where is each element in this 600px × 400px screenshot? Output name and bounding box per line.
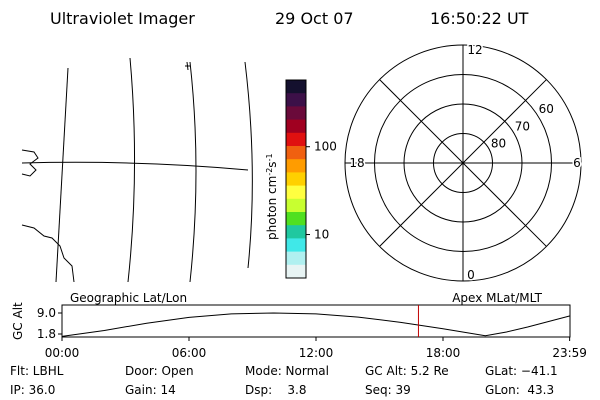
map [21, 57, 253, 283]
color-band [286, 106, 306, 121]
mlt-label: 6 [573, 156, 581, 170]
meridian [379, 79, 547, 247]
unit: photon cm [265, 176, 279, 240]
color-band [286, 146, 306, 160]
lat-label: 80 [491, 137, 506, 151]
status-field: GLon: 43.3 [485, 383, 554, 397]
colorbar: 10 100 [285, 79, 337, 279]
altitude-line [61, 312, 571, 337]
color-band [286, 172, 306, 187]
lat-label: 60 [539, 102, 554, 116]
left-label: Geographic Lat/Lon [70, 291, 187, 305]
x-tick-label: 06:00 [172, 346, 207, 360]
x-tick-label: 12:00 [299, 346, 334, 360]
color-band [286, 132, 306, 147]
color-band [286, 80, 306, 94]
y-tick-label: 9.0 [37, 306, 56, 320]
plot-frame [61, 304, 571, 338]
exponent: -1 [265, 153, 274, 161]
color-band [286, 238, 306, 253]
color-band [286, 119, 306, 134]
color-band [286, 159, 306, 173]
status-field: Door: Open [125, 364, 194, 378]
status-field: Mode: Normal [245, 364, 329, 378]
title: Ultraviolet Imager [50, 9, 195, 28]
x-tick-label: 23:59 [552, 346, 587, 360]
x-tick-label: 18:00 [426, 346, 461, 360]
status-field: Dsp: 3.8 [245, 383, 307, 397]
color-band [286, 225, 306, 239]
status-field: Flt: LBHL [10, 364, 64, 378]
lat-label: 70 [515, 119, 530, 133]
date: 29 Oct 07 [275, 9, 354, 28]
unit: s [265, 161, 279, 167]
status-field: Gain: 14 [125, 383, 176, 397]
status-field: GC Alt: 5.2 Re [365, 364, 449, 378]
y-axis-label: GC Alt [11, 302, 25, 340]
y-tick-label: 1.8 [37, 327, 56, 341]
status-footer: Flt: LBHL Door: Open Mode: Normal GC Alt: 5… [10, 364, 558, 397]
mlt-label: 18 [349, 156, 364, 170]
color-band [286, 212, 306, 226]
status-field: Seq: 39 [365, 383, 411, 397]
colorbar-label: photon cm-2s-1 [265, 153, 279, 240]
mlt-label: 12 [467, 43, 482, 57]
color-band [286, 185, 306, 200]
status-field: IP: 36.0 [10, 383, 55, 397]
exponent: -2 [265, 168, 274, 176]
color-band [286, 93, 306, 107]
colorbar-frame [285, 79, 307, 279]
right-label: Apex MLat/MLT [452, 291, 542, 305]
mlt-label: 0 [467, 268, 475, 282]
colorbar-tick-label: 10 [314, 228, 329, 242]
x-tick-label: 00:00 [45, 346, 80, 360]
time: 16:50:22 UT [430, 9, 529, 28]
colorbar-tick-label: 100 [314, 140, 337, 154]
color-band [286, 251, 306, 266]
status-field: GLat: −41.1 [485, 364, 558, 378]
color-band [286, 264, 306, 279]
altitude-plot: Geographic Lat/Lon Apex MLat/MLT GC Alt 1.8… [11, 291, 587, 360]
color-band [286, 198, 306, 213]
